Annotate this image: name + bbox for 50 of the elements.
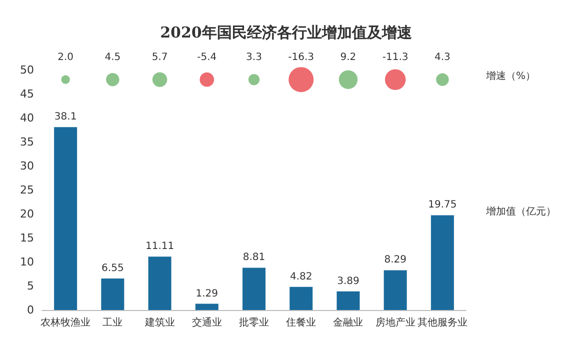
- data-label: 8.81: [242, 252, 266, 264]
- annotation: 5.7: [152, 52, 168, 64]
- x-tick-label: 交通业: [192, 316, 222, 328]
- annotation: 2.0: [58, 52, 74, 64]
- x-tick-label: 批零业: [239, 316, 269, 328]
- annotation: 4.5: [104, 52, 121, 64]
- bar: [195, 304, 218, 310]
- bar: [148, 256, 172, 310]
- bar: [430, 215, 454, 310]
- data-label: 3.89: [337, 276, 360, 287]
- annotation: 9.2: [340, 52, 356, 64]
- x-tick-label: 住餐业: [286, 316, 316, 328]
- x-tick-label: 金融业: [333, 316, 364, 328]
- bar: [290, 286, 313, 310]
- data-label: 11.11: [145, 241, 174, 252]
- bar: [242, 268, 266, 310]
- y-tick-label: 35: [20, 136, 34, 148]
- data-label: 38.1: [54, 112, 77, 123]
- bar: [336, 291, 360, 310]
- text: 增加值（亿元）: [485, 206, 556, 218]
- x-tick-label: 建筑业: [144, 316, 175, 328]
- annotation: -16.3: [288, 52, 314, 64]
- x-tick-label: 工业: [102, 316, 123, 328]
- text: 增速（%）: [485, 70, 536, 82]
- y-tick-label: 45: [20, 88, 34, 100]
- y-tick-label: 20: [20, 208, 34, 220]
- x-tick-label: 房地产业: [375, 316, 416, 328]
- data-label: 8.29: [384, 254, 406, 266]
- bar: [384, 270, 407, 310]
- x-tick-label: 其他服务业: [417, 316, 468, 328]
- annotation: 3.3: [246, 52, 262, 64]
- chart-title: 2020年国民经济各行业增加值及增速: [160, 24, 413, 42]
- data-label: 1.29: [196, 288, 218, 300]
- y-tick-label: 5: [27, 280, 34, 292]
- bar: [54, 127, 78, 310]
- annotation: -5.4: [197, 52, 217, 64]
- bar: [101, 278, 124, 310]
- data-label: 6.55: [102, 263, 124, 274]
- data-label: 4.82: [290, 271, 312, 282]
- y-tick-label: 25: [20, 184, 34, 196]
- y-tick-label: 40: [20, 112, 34, 124]
- y-tick-label: 50: [20, 64, 34, 76]
- y-tick-label: 15: [20, 232, 34, 244]
- data-label: 19.75: [428, 200, 457, 211]
- y-tick-label: 0: [27, 304, 34, 316]
- annotation: 4.3: [434, 52, 450, 64]
- y-tick-label: 10: [20, 256, 34, 268]
- annotation: -11.3: [382, 52, 408, 64]
- y-tick-label: 30: [20, 160, 34, 172]
- x-tick-label: 农林牧渔业: [40, 316, 91, 328]
